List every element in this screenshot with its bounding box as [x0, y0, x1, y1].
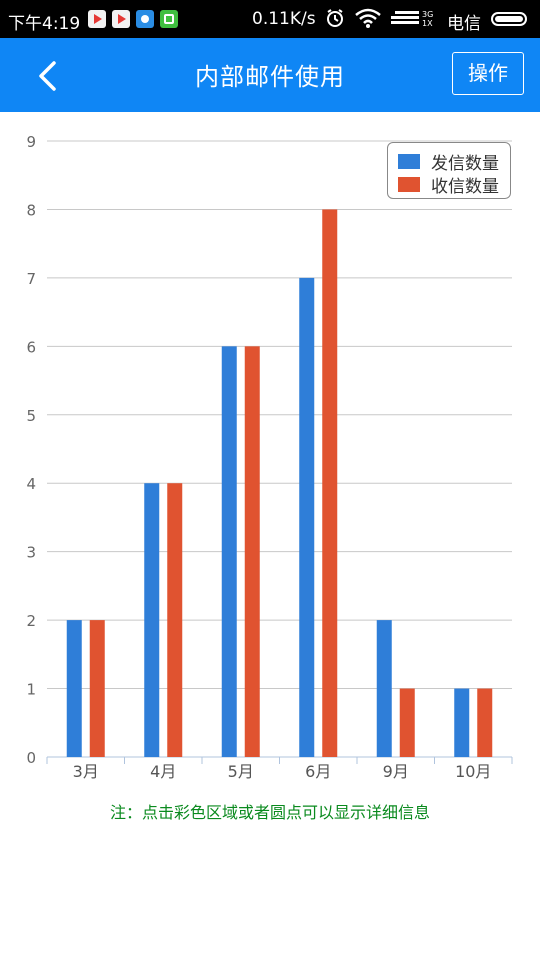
- bar-sent[interactable]: [144, 483, 160, 757]
- wifi-icon: [355, 8, 381, 28]
- app-green-icon: [160, 10, 178, 28]
- app-play-icon: [112, 10, 130, 28]
- y-tick-label: 0: [26, 749, 36, 767]
- page-title: 内部邮件使用: [195, 63, 345, 91]
- bar-received[interactable]: [399, 688, 415, 757]
- action-button[interactable]: 操作: [452, 52, 524, 95]
- chart-note: 注：点击彩色区域或者圆点可以显示详细信息: [109, 803, 430, 822]
- x-tick-label: 10月: [455, 762, 491, 781]
- bar-sent[interactable]: [221, 346, 237, 757]
- chart-area: 0 1 2 3 4 5 6 7 8 9 3月 4月 5月 6月 9月 10月: [0, 112, 540, 812]
- chevron-left-icon: [39, 61, 56, 91]
- legend-item-received[interactable]: 收信数量: [398, 172, 499, 197]
- bar-received[interactable]: [244, 346, 260, 757]
- bar-sent[interactable]: [299, 277, 315, 757]
- alarm-icon: [327, 9, 343, 27]
- carrier-name: 电信: [447, 14, 481, 34]
- battery-icon: [491, 12, 527, 26]
- bar-sent[interactable]: [66, 620, 82, 757]
- status-bar: 下午4:19 0.11K/s 3G 1X 电信: [0, 0, 540, 38]
- legend-swatch-received: [398, 177, 420, 192]
- bar-chart: 0 1 2 3 4 5 6 7 8 9 3月 4月 5月 6月 9月 10月: [26, 133, 513, 781]
- back-button[interactable]: [30, 56, 70, 96]
- bar-received[interactable]: [477, 688, 493, 757]
- svg-text:3G: 3G: [422, 10, 433, 19]
- y-tick-label: 9: [26, 133, 36, 151]
- y-tick-label: 6: [26, 338, 36, 356]
- y-tick-label: 3: [26, 544, 36, 562]
- y-tick-label: 8: [26, 201, 36, 219]
- bar-received[interactable]: [89, 620, 105, 757]
- network-speed: 0.11K/s: [252, 9, 316, 29]
- bar-sent[interactable]: [376, 620, 392, 757]
- app-play-icon: [88, 10, 106, 28]
- x-tick-label: 6月: [305, 762, 331, 781]
- x-tick-label: 5月: [228, 762, 254, 781]
- bar-sent[interactable]: [454, 688, 470, 757]
- legend-label-sent: 发信数量: [431, 154, 499, 174]
- x-tick-label: 3月: [73, 762, 99, 781]
- app-bar: 内部邮件使用 操作: [0, 38, 540, 112]
- system-icons: 3G 1X: [325, 8, 437, 28]
- notification-icons: [88, 10, 178, 28]
- legend-swatch-sent: [398, 154, 420, 169]
- bar-received[interactable]: [167, 483, 183, 757]
- x-tick-label: 4月: [150, 762, 176, 781]
- y-tick-label: 4: [26, 475, 36, 493]
- x-tick-label: 9月: [383, 762, 409, 781]
- y-tick-label: 1: [26, 681, 36, 699]
- chart-legend[interactable]: 发信数量 收信数量: [387, 142, 511, 199]
- y-tick-label: 7: [26, 270, 36, 288]
- bar-received[interactable]: [322, 209, 338, 757]
- status-time: 下午4:19: [8, 14, 81, 34]
- legend-label-received: 收信数量: [431, 177, 499, 197]
- y-tick-label: 2: [26, 612, 36, 630]
- y-tick-label: 5: [26, 407, 36, 425]
- legend-item-sent[interactable]: 发信数量: [398, 149, 499, 174]
- app-blue-icon: [136, 10, 154, 28]
- svg-text:1X: 1X: [422, 19, 433, 28]
